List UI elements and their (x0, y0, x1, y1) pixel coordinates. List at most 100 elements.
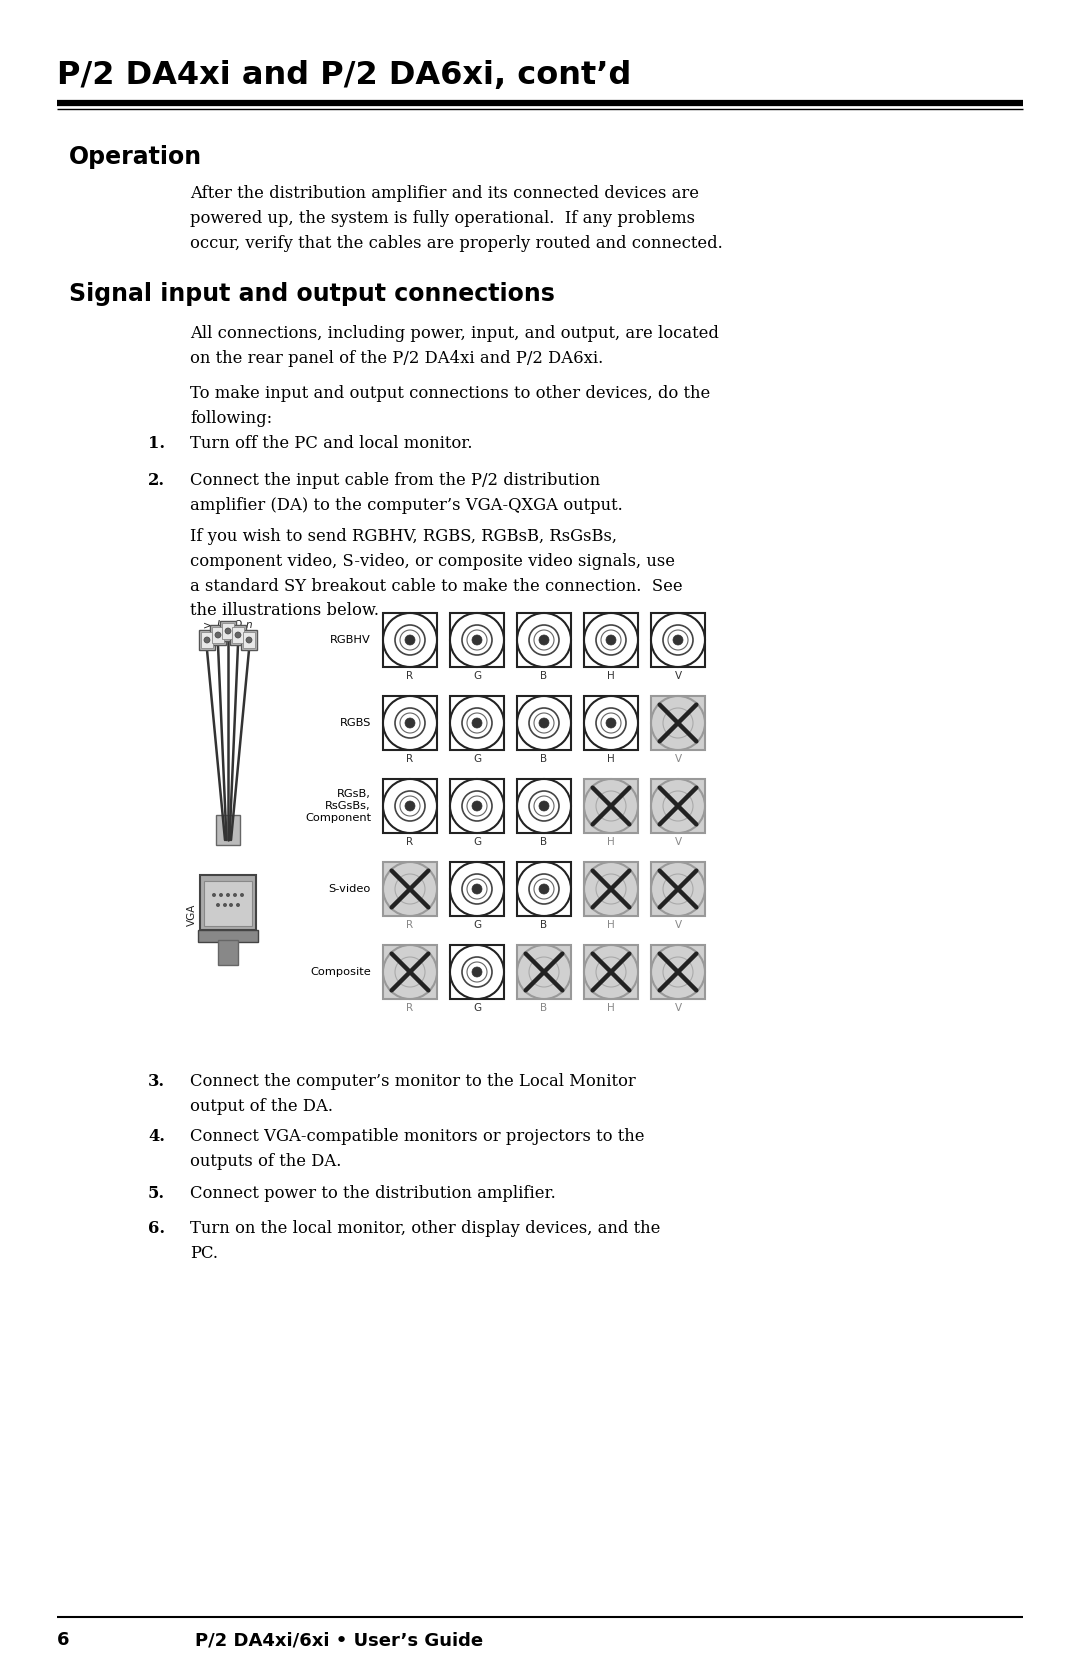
Bar (651, 613, 705, 668)
Text: B: B (540, 836, 548, 846)
Bar (216, 814, 240, 845)
Text: G: G (473, 754, 481, 764)
Bar (383, 779, 437, 833)
Text: P/2 DA4xi/6xi • User’s Guide: P/2 DA4xi/6xi • User’s Guide (195, 1631, 483, 1649)
Circle shape (450, 861, 504, 916)
Circle shape (596, 875, 626, 905)
Text: R: R (406, 920, 414, 930)
Text: G: G (473, 920, 481, 930)
Text: Turn off the PC and local monitor.: Turn off the PC and local monitor. (190, 436, 473, 452)
Circle shape (450, 613, 504, 668)
Circle shape (237, 903, 240, 906)
Circle shape (246, 638, 252, 643)
Text: H: H (607, 836, 615, 846)
Text: R: R (406, 671, 414, 681)
Circle shape (529, 791, 559, 821)
Bar (201, 633, 213, 648)
Circle shape (215, 633, 221, 638)
Circle shape (400, 713, 420, 733)
Text: H: H (607, 671, 615, 681)
Bar (584, 945, 638, 1000)
Circle shape (467, 629, 487, 649)
Circle shape (606, 718, 616, 728)
Circle shape (450, 945, 504, 1000)
Circle shape (400, 629, 420, 649)
Bar (212, 628, 224, 643)
Circle shape (467, 713, 487, 733)
Circle shape (584, 696, 638, 749)
Circle shape (600, 629, 621, 649)
Circle shape (596, 956, 626, 986)
Text: S-video: S-video (328, 885, 372, 895)
Text: Operation: Operation (69, 145, 202, 169)
Text: After the distribution amplifier and its connected devices are
powered up, the s: After the distribution amplifier and its… (190, 185, 723, 252)
Circle shape (529, 624, 559, 654)
Circle shape (472, 718, 482, 728)
Text: 4.: 4. (148, 1128, 165, 1145)
Circle shape (596, 708, 626, 738)
Bar (198, 930, 258, 941)
Text: B: B (540, 754, 548, 764)
Text: V: V (674, 920, 681, 930)
Text: B: B (540, 920, 548, 930)
Circle shape (472, 885, 482, 895)
Text: Connect the computer’s monitor to the Local Monitor
output of the DA.: Connect the computer’s monitor to the Lo… (190, 1073, 636, 1115)
Bar (651, 945, 705, 1000)
Circle shape (663, 956, 693, 986)
Circle shape (462, 956, 492, 986)
Circle shape (596, 791, 626, 821)
Circle shape (539, 885, 549, 895)
Text: B: B (540, 671, 548, 681)
Circle shape (467, 796, 487, 816)
Bar (584, 613, 638, 668)
Circle shape (467, 961, 487, 981)
Circle shape (383, 945, 437, 1000)
Circle shape (651, 945, 705, 1000)
Circle shape (450, 696, 504, 749)
Text: 3.: 3. (148, 1073, 165, 1090)
Circle shape (216, 903, 220, 906)
Circle shape (462, 624, 492, 654)
Text: RGsB,
RsGsBs,
Component: RGsB, RsGsBs, Component (305, 789, 372, 823)
Circle shape (467, 880, 487, 900)
Bar (584, 779, 638, 833)
Circle shape (529, 956, 559, 986)
Circle shape (395, 708, 426, 738)
Text: V: V (674, 671, 681, 681)
Bar (584, 696, 638, 749)
Text: If you wish to send RGBHV, RGBS, RGBsB, RsGsBs,
component video, S-video, or com: If you wish to send RGBHV, RGBS, RGBsB, … (190, 527, 683, 619)
Text: O: O (234, 619, 242, 629)
Circle shape (395, 624, 426, 654)
Text: G: G (473, 1003, 481, 1013)
Bar (232, 628, 244, 643)
Circle shape (226, 893, 230, 896)
Circle shape (539, 634, 549, 644)
Text: I: I (216, 619, 219, 629)
Circle shape (534, 880, 554, 900)
Bar (210, 624, 226, 644)
Circle shape (383, 613, 437, 668)
Circle shape (663, 875, 693, 905)
Text: B: B (540, 1003, 548, 1013)
Circle shape (450, 779, 504, 833)
Circle shape (235, 633, 241, 638)
Circle shape (395, 875, 426, 905)
Bar (584, 861, 638, 916)
Circle shape (584, 945, 638, 1000)
Text: Composite: Composite (310, 966, 372, 976)
Circle shape (400, 796, 420, 816)
Circle shape (472, 966, 482, 976)
Circle shape (472, 634, 482, 644)
Circle shape (673, 634, 683, 644)
Bar (199, 629, 215, 649)
Text: R: R (406, 754, 414, 764)
Circle shape (462, 875, 492, 905)
Bar (383, 613, 437, 668)
Bar (517, 861, 571, 916)
Circle shape (534, 796, 554, 816)
Circle shape (225, 628, 231, 634)
Circle shape (462, 791, 492, 821)
Circle shape (405, 801, 415, 811)
Bar (651, 779, 705, 833)
Bar (517, 696, 571, 749)
